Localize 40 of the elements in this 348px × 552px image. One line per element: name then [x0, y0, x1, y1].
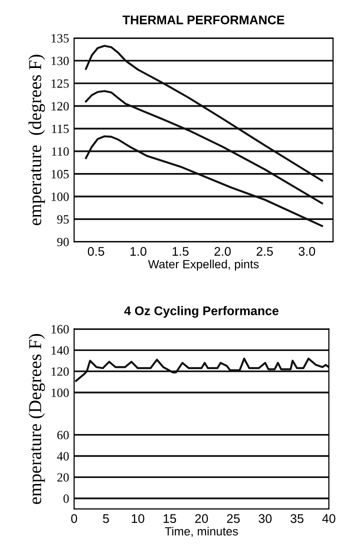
x-tick-label: 30 [258, 514, 272, 523]
y-tick-label: 105 [52, 170, 69, 178]
x-tick-label: 25 [227, 514, 240, 523]
y-tick-label: 0 [63, 494, 69, 503]
y-tick-label: 20 [57, 473, 69, 482]
x-tick-label: 2.0 [214, 246, 231, 256]
y-tick-label: 100 [52, 388, 69, 397]
y-tick-label: 130 [52, 56, 69, 66]
x-tick-label: 5 [102, 514, 109, 523]
chart-title: THERMAL PERFORMANCE [122, 15, 284, 24]
y-axis-title: emperature (degrees F) [28, 54, 45, 226]
y-axis-title: emperature (Degrees F) [28, 334, 45, 504]
x-tick-label: 0 [71, 514, 78, 523]
y-tick-label: 110 [52, 147, 69, 156]
y-tick-label: 160 [52, 325, 69, 334]
y-tick-label: 60 [57, 430, 69, 440]
y-tick-label: 135 [52, 34, 69, 43]
y-tick-label: 90 [57, 238, 69, 246]
x-tick-label: 0.5 [88, 246, 104, 256]
y-tick-label: 40 [57, 452, 69, 460]
chart-title: 4 Oz Cycling Performance [124, 306, 279, 318]
line-series [75, 358, 329, 382]
y-tick-label: 100 [52, 192, 69, 201]
x-axis-title: Water Expelled, pints [148, 260, 259, 271]
y-tick-label: 95 [57, 215, 69, 224]
x-tick-label: 3.0 [298, 246, 316, 256]
y-tick-label: 120 [52, 102, 69, 110]
y-tick-label: 120 [52, 367, 69, 376]
x-tick-label: 1.0 [130, 246, 146, 256]
x-tick-label: 15 [164, 514, 176, 523]
x-tick-label: 2.5 [256, 246, 273, 256]
y-tick-label: 125 [52, 79, 69, 88]
x-tick-label: 40 [322, 514, 336, 523]
x-tick-label: 35 [290, 514, 304, 523]
x-tick-label: 1.5 [172, 247, 189, 256]
x-tick-label: 20 [195, 514, 208, 523]
x-tick-label: 10 [132, 514, 144, 523]
y-tick-label: 140 [52, 346, 69, 355]
y-tick-label: 115 [52, 124, 69, 134]
x-axis-title: Time, minutes [164, 526, 238, 537]
